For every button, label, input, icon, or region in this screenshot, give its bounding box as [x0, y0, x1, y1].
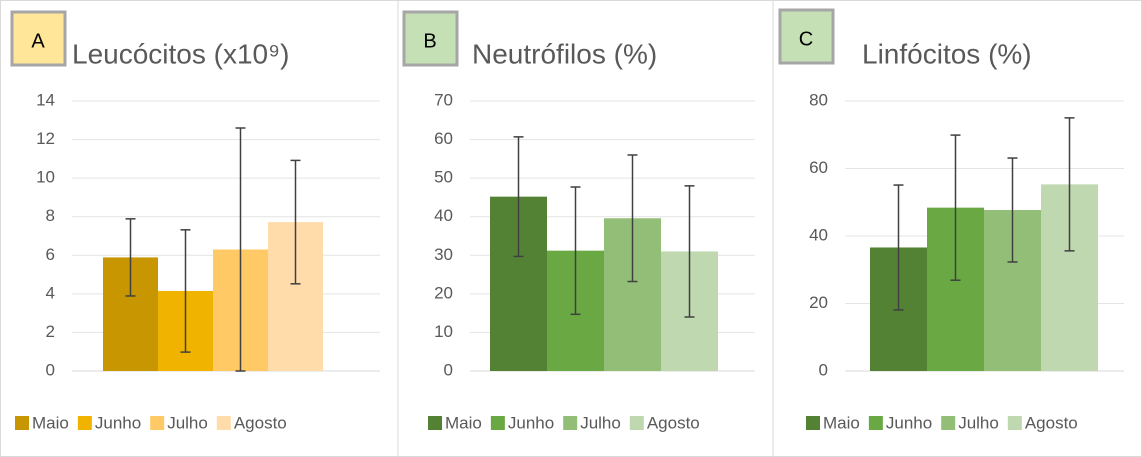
legend-label: Agosto	[1025, 413, 1078, 432]
y-tick-label: 8	[46, 206, 55, 225]
legend-swatch	[629, 416, 644, 430]
y-tick-label: 20	[809, 293, 828, 312]
chart-title: Leucócitos (x10⁹)	[72, 38, 289, 69]
legend-label: Junho	[508, 413, 554, 432]
y-tick-label: 20	[434, 283, 453, 302]
legend-swatch	[428, 416, 442, 430]
legend-swatch	[15, 416, 29, 430]
y-tick-label: 6	[46, 245, 55, 264]
y-tick-label: 0	[46, 360, 55, 379]
y-tick-label: 40	[434, 206, 453, 225]
y-tick-label: 4	[46, 283, 55, 302]
legend-label: Maio	[32, 413, 69, 432]
legend-swatch	[150, 416, 165, 430]
panel-badge	[402, 10, 459, 67]
legend-label: Agosto	[234, 413, 287, 432]
chart-title: Linfócitos (%)	[862, 38, 1032, 69]
legend-label: Agosto	[647, 413, 700, 432]
y-tick-label: 10	[36, 168, 55, 187]
y-tick-label: 30	[434, 245, 453, 264]
legend-label: Julho	[958, 413, 999, 432]
legend-swatch	[77, 416, 92, 430]
legend-swatch	[868, 416, 883, 430]
y-tick-label: 60	[809, 158, 828, 177]
y-tick-label: 2	[46, 322, 55, 341]
panel-badge	[10, 10, 67, 67]
legend-swatch	[806, 416, 820, 430]
y-tick-label: 50	[434, 168, 453, 187]
y-tick-label: 0	[444, 360, 453, 379]
y-tick-label: 80	[809, 90, 828, 109]
panel-label: A	[31, 30, 45, 52]
legend-label: Junho	[886, 413, 932, 432]
y-tick-label: 0	[819, 360, 828, 379]
legend-label: Junho	[95, 413, 141, 432]
panel-label: C	[799, 28, 813, 50]
panel-badge	[778, 8, 835, 65]
y-tick-label: 70	[434, 90, 453, 109]
legend-swatch	[563, 416, 578, 430]
panel-label: B	[423, 30, 436, 52]
y-tick-label: 14	[36, 90, 55, 109]
y-tick-label: 40	[809, 225, 828, 244]
y-tick-label: 60	[434, 129, 453, 148]
y-tick-label: 10	[434, 322, 453, 341]
legend-swatch	[490, 416, 505, 430]
legend-label: Julho	[167, 413, 208, 432]
legend-swatch	[216, 416, 231, 430]
legend-swatch	[1007, 416, 1022, 430]
y-tick-label: 12	[36, 129, 55, 148]
legend-label: Maio	[445, 413, 482, 432]
legend-label: Julho	[580, 413, 621, 432]
legend-swatch	[941, 416, 956, 430]
chart-title: Neutrófilos (%)	[472, 38, 657, 69]
legend-label: Maio	[823, 413, 860, 432]
